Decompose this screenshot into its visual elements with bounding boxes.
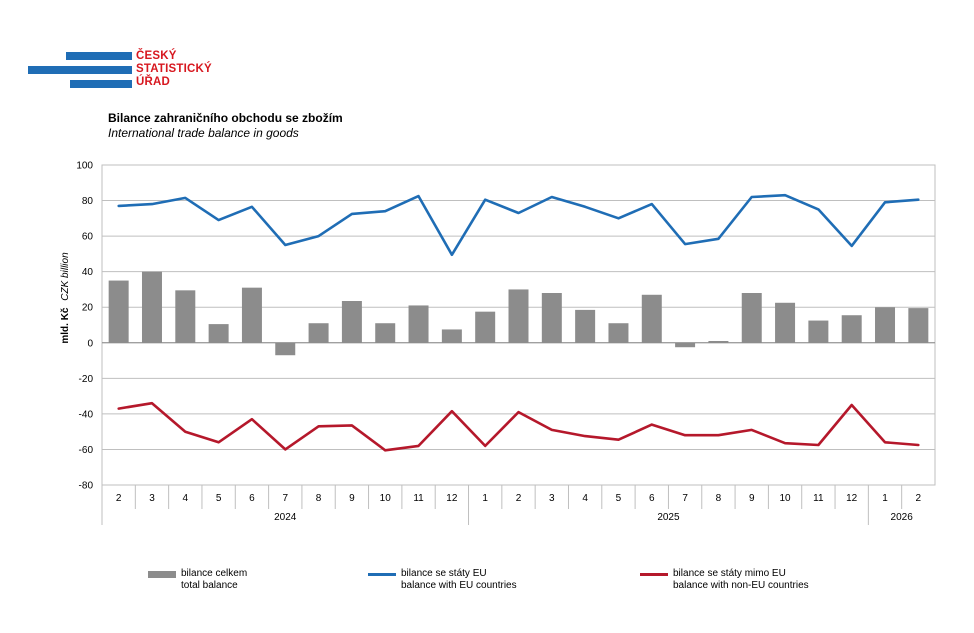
legend-swatch-non-eu-line <box>640 573 668 576</box>
logo-line-3: ÚŘAD <box>136 76 171 88</box>
y-tick-label: 0 <box>87 338 93 349</box>
y-tick-label: -40 <box>79 409 94 420</box>
x-tick-label: 6 <box>649 493 655 504</box>
bar-total-balance <box>475 311 496 343</box>
line-eu-balance <box>117 193 920 257</box>
logo-bar-middle <box>28 66 132 74</box>
bar-total-balance <box>608 323 629 343</box>
x-tick-label: 11 <box>813 493 824 504</box>
bar-total-balance <box>441 329 462 343</box>
y-tick-label: -20 <box>79 374 94 385</box>
bar-total-balance <box>508 289 529 343</box>
legend-total-en: total balance <box>181 580 238 591</box>
x-tick-label: 10 <box>380 493 392 504</box>
x-tick-label: 2 <box>516 493 522 504</box>
bar-total-balance <box>741 293 762 343</box>
bar-total-balance <box>875 307 896 343</box>
bar-total-balance <box>908 308 929 343</box>
x-tick-label: 12 <box>446 493 458 504</box>
bar-total-balance <box>308 323 329 343</box>
y-tick-label: 100 <box>76 161 93 172</box>
bar-total-balance <box>108 280 129 343</box>
plot-frame <box>101 164 936 486</box>
y-tick-label: 40 <box>82 267 94 278</box>
y-axis-label: mld. Kč CZK billion <box>60 252 71 344</box>
logo-line-2: STATISTICKÝ <box>136 63 212 75</box>
x-tick-label: 12 <box>846 493 858 504</box>
x-tick-label: 2 <box>916 493 922 504</box>
x-tick-label: 2 <box>116 493 122 504</box>
x-tick-label: 7 <box>282 493 288 504</box>
y-axis-label-en: CZK billion <box>60 252 71 301</box>
legend-label-eu: bilance se státy EU balance with EU coun… <box>401 568 517 592</box>
legend-eu-en: balance with EU countries <box>401 580 517 591</box>
bar-total-balance <box>141 271 162 343</box>
x-tick-label: 5 <box>216 493 222 504</box>
bar-total-balance <box>641 294 662 343</box>
x-tick-label: 11 <box>413 493 424 504</box>
x-tick-label: 10 <box>779 493 791 504</box>
bar-total-balance <box>775 302 796 343</box>
x-tick-label: 3 <box>549 493 555 504</box>
x-tick-label: 9 <box>749 493 755 504</box>
bar-total-balance <box>275 342 296 356</box>
x-tick-label: 6 <box>249 493 255 504</box>
x-tick-label: 5 <box>616 493 622 504</box>
x-tick-label: 1 <box>882 493 888 504</box>
x-tick-label: 8 <box>316 493 322 504</box>
bar-total-balance <box>808 320 829 343</box>
x-tick-label: 7 <box>682 493 688 504</box>
grid-layer <box>101 164 936 486</box>
year-label: 2026 <box>891 512 914 523</box>
legend-total-cz: bilance celkem <box>181 568 248 579</box>
bar-total-balance <box>575 309 596 343</box>
csu-logo: ČESKÝ STATISTICKÝ ÚŘAD <box>28 50 228 92</box>
bar-total-balance <box>341 301 362 343</box>
legend-label-non-eu: bilance se státy mimo EU balance with no… <box>673 568 809 592</box>
x-tick-label: 9 <box>349 493 355 504</box>
y-tick-label: 60 <box>82 232 94 243</box>
x-tick-label: 1 <box>482 493 488 504</box>
bar-total-balance <box>675 342 696 348</box>
bar-total-balance <box>541 293 562 343</box>
logo-line-1: ČESKÝ <box>136 50 177 62</box>
line-non-eu-balance <box>117 401 920 452</box>
year-label: 2025 <box>657 512 680 523</box>
chart-title-en: International trade balance in goods <box>108 126 299 140</box>
legend-non-eu-en: balance with non-EU countries <box>673 580 809 591</box>
bar-total-balance <box>375 323 396 343</box>
bar-total-balance <box>175 290 196 343</box>
x-tick-label: 4 <box>183 493 189 504</box>
year-label: 2024 <box>274 512 297 523</box>
legend-non-eu-cz: bilance se státy mimo EU <box>673 568 786 579</box>
y-tick-label: 80 <box>82 196 94 207</box>
line-layer <box>117 193 920 452</box>
bar-total-balance <box>841 315 862 343</box>
logo-bar-bottom <box>70 80 132 88</box>
x-tick-label: 8 <box>716 493 722 504</box>
bar-total-balance <box>241 287 262 343</box>
y-axis-label-cz: mld. Kč <box>60 307 71 344</box>
y-tick-label: -80 <box>79 481 94 492</box>
legend-swatch-eu-line <box>368 573 396 576</box>
logo-bar-top <box>66 52 132 60</box>
x-tick-label: 4 <box>582 493 588 504</box>
y-tick-label: 20 <box>82 303 94 314</box>
legend-swatch-bar <box>148 571 176 578</box>
bar-total-balance <box>208 324 229 343</box>
chart-title-cz: Bilance zahraničního obchodu se zbožím <box>108 111 343 125</box>
bar-layer <box>108 271 929 356</box>
x-tick-label: 3 <box>149 493 155 504</box>
bar-total-balance <box>408 305 429 343</box>
legend-eu-cz: bilance se státy EU <box>401 568 487 579</box>
bar-total-balance <box>708 341 729 343</box>
y-tick-label: -60 <box>79 445 94 456</box>
legend-label-total: bilance celkem total balance <box>181 568 247 592</box>
